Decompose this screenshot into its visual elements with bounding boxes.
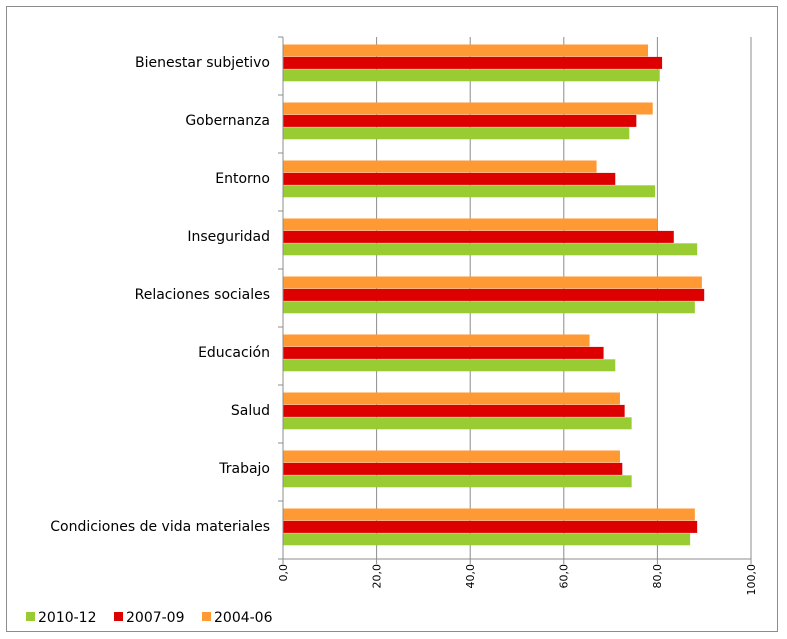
- category-label: Salud: [231, 403, 270, 419]
- category-label: Bienestar subjetivo: [135, 55, 270, 71]
- bar-2010-12: [283, 301, 695, 314]
- category-label: Inseguridad: [187, 229, 270, 245]
- bar-2010-12: [283, 127, 630, 140]
- bar-2007-09: [283, 288, 705, 301]
- bar-2007-09: [283, 346, 604, 359]
- bar-2004-06: [283, 102, 653, 115]
- bar-2007-09: [283, 114, 637, 127]
- legend-swatch: [202, 612, 211, 621]
- bar-2007-09: [283, 520, 698, 533]
- x-tick-label: 100,0: [745, 564, 758, 596]
- category-label: Entorno: [215, 171, 270, 187]
- category-label: Gobernanza: [185, 113, 270, 129]
- legend-swatch: [114, 612, 123, 621]
- bar-2007-09: [283, 404, 625, 417]
- bar-2010-12: [283, 243, 698, 256]
- bar-2004-06: [283, 334, 590, 347]
- bars: [283, 44, 705, 546]
- x-tick-labels: 0,0 20,0 40,0 60,0 80,0 100,0: [277, 564, 758, 596]
- bar-2007-09: [283, 230, 674, 243]
- bar-2004-06: [283, 160, 597, 173]
- category-label: Educación: [198, 345, 270, 361]
- legend-label: 2004-06: [214, 610, 273, 626]
- x-tick-label: 20,0: [370, 564, 383, 589]
- bar-2004-06: [283, 508, 695, 521]
- bar-2010-12: [283, 417, 632, 430]
- category-labels: Bienestar subjetivo Gobernanza Entorno Inse…: [50, 55, 270, 535]
- x-tick-label: 0,0: [277, 564, 290, 582]
- bar-2007-09: [283, 462, 623, 475]
- bar-2004-06: [283, 218, 658, 231]
- bar-2004-06: [283, 450, 620, 463]
- category-label: Condiciones de vida materiales: [50, 519, 270, 535]
- legend-label: 2007-09: [126, 610, 185, 626]
- bar-2004-06: [283, 44, 649, 57]
- category-label: Trabajo: [218, 461, 270, 477]
- category-label: Relaciones sociales: [135, 287, 270, 303]
- bar-2010-12: [283, 359, 616, 372]
- bar-2007-09: [283, 56, 663, 69]
- bar-2004-06: [283, 276, 702, 289]
- legend-label: 2010-12: [38, 610, 97, 626]
- axes: [278, 36, 752, 564]
- legend: 2010-12 2007-09 2004-06: [26, 610, 273, 626]
- x-tick-label: 80,0: [651, 564, 664, 589]
- legend-swatch: [26, 612, 35, 621]
- bar-2010-12: [283, 185, 656, 198]
- bar-2010-12: [283, 475, 632, 488]
- bar-2007-09: [283, 172, 616, 185]
- bar-2010-12: [283, 69, 660, 82]
- x-tick-label: 60,0: [558, 564, 571, 589]
- bar-2010-12: [283, 533, 691, 546]
- bar-2004-06: [283, 392, 620, 405]
- x-tick-label: 40,0: [464, 564, 477, 589]
